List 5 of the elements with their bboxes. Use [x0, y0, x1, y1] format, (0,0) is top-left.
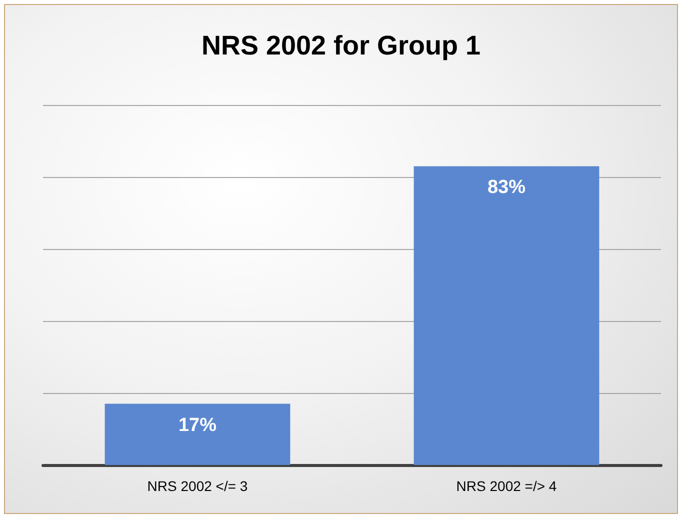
- data-label: 17%: [178, 414, 217, 436]
- chart-title: NRS 2002 for Group 1: [201, 30, 481, 60]
- x-tick-label: NRS 2002 </= 3: [147, 478, 248, 494]
- x-tick-label: NRS 2002 =/> 4: [456, 478, 557, 494]
- data-label: 83%: [487, 177, 526, 198]
